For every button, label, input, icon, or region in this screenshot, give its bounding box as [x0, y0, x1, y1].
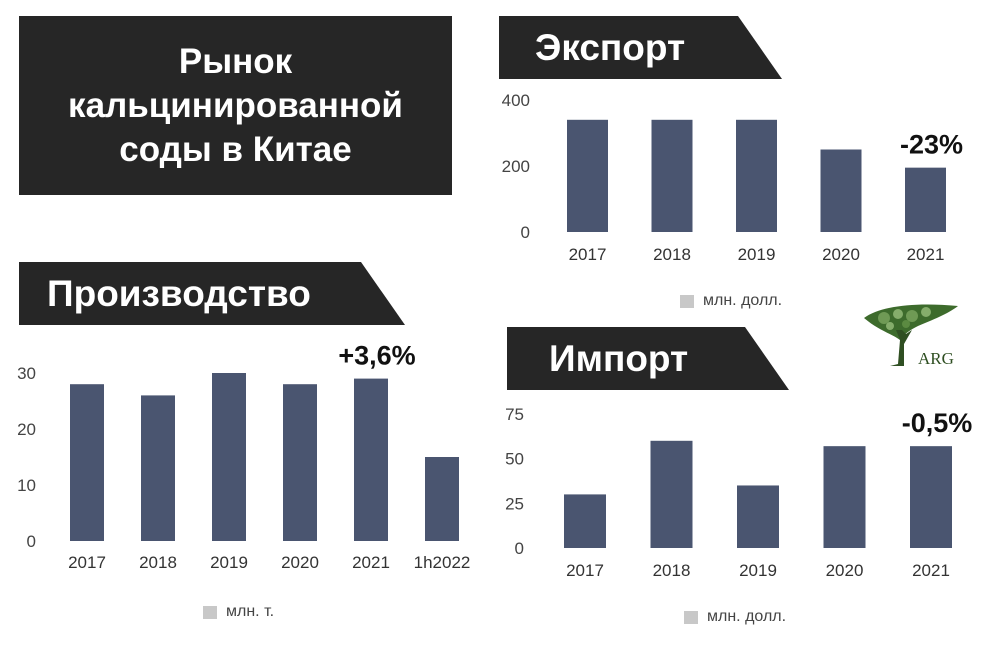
import-bar-2018 — [650, 440, 693, 548]
page-title: Рынок кальцинированной соды в Китае — [68, 41, 403, 169]
import-banner: Импорт — [507, 327, 789, 390]
import-bar-2017 — [564, 494, 606, 548]
production-bar-1h2022 — [425, 457, 459, 541]
export-bar-2020 — [820, 149, 862, 232]
title-box: Рынок кальцинированной соды в Китае — [19, 16, 452, 195]
production-x-label: 2020 — [281, 553, 319, 572]
export-x-label: 2019 — [738, 245, 776, 264]
import-x-label: 2021 — [912, 561, 950, 580]
export-y-tick: 400 — [502, 91, 530, 110]
production-x-label: 1h2022 — [414, 553, 471, 572]
export-bar-2021 — [905, 167, 946, 232]
import-y-tick: 25 — [505, 494, 524, 513]
production-x-label: 2017 — [68, 553, 106, 572]
import-x-label: 2019 — [739, 561, 777, 580]
export-legend: млн. долл. — [680, 292, 782, 310]
export-legend-label: млн. долл. — [703, 292, 783, 309]
import-title: Импорт — [549, 337, 689, 379]
legend-swatch — [680, 294, 694, 308]
export-x-label: 2017 — [569, 245, 607, 264]
production-bar-2019 — [212, 373, 246, 541]
export-change-annotation: -23% — [900, 130, 963, 160]
export-x-label: 2021 — [907, 245, 945, 264]
production-bar-2018 — [141, 395, 175, 541]
tree-icon — [864, 304, 958, 366]
export-x-label: 2020 — [822, 245, 860, 264]
export-y-tick: 200 — [502, 157, 530, 176]
import-y-tick: 75 — [505, 405, 524, 424]
production-legend-label: млн. т. — [226, 603, 275, 620]
import-y-tick: 50 — [505, 450, 524, 469]
import-y-tick: 0 — [515, 539, 524, 558]
export-bar-2018 — [651, 119, 693, 232]
import-legend-label: млн. долл. — [707, 608, 787, 625]
import-x-label: 2018 — [653, 561, 691, 580]
export-bar-2017 — [567, 119, 608, 232]
legend-swatch — [684, 610, 698, 624]
production-y-tick: 10 — [17, 476, 36, 495]
export-bar-2019 — [736, 119, 777, 232]
import-bar-2021 — [910, 446, 952, 548]
production-bar-2017 — [70, 384, 104, 541]
production-x-label: 2019 — [210, 553, 248, 572]
production-x-label: 2018 — [139, 553, 177, 572]
import-bar-2020 — [823, 446, 866, 548]
production-y-tick: 0 — [27, 532, 36, 551]
import-bar-2019 — [737, 485, 779, 548]
production-title: Производство — [47, 272, 311, 314]
export-banner: Экспорт — [499, 16, 782, 79]
logo-text: ARG — [918, 349, 954, 368]
production-bar-2021 — [354, 378, 388, 541]
import-x-label: 2017 — [566, 561, 604, 580]
production-bar-2020 — [283, 384, 317, 541]
production-banner: Производство — [19, 262, 405, 325]
legend-swatch — [203, 605, 217, 619]
production-change-annotation: +3,6% — [338, 341, 415, 371]
production-legend: млн. т. — [203, 603, 274, 621]
export-title: Экспорт — [535, 26, 686, 68]
production-x-label: 2021 — [352, 553, 390, 572]
production-y-tick: 20 — [17, 420, 36, 439]
export-y-tick: 0 — [521, 223, 530, 242]
arg-logo: ARG — [864, 304, 958, 368]
production-y-tick: 30 — [17, 364, 36, 383]
import-x-label: 2020 — [826, 561, 864, 580]
import-legend: млн. долл. — [684, 608, 786, 626]
export-x-label: 2018 — [653, 245, 691, 264]
import-change-annotation: -0,5% — [902, 408, 973, 438]
